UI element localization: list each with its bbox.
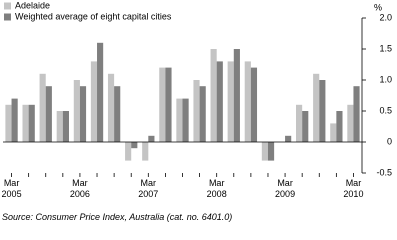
y-tick-label: 1.0 <box>379 74 392 84</box>
bar <box>244 61 251 142</box>
bar <box>302 111 309 142</box>
y-tick-label: 0 <box>387 136 392 146</box>
bar <box>250 67 258 142</box>
bar <box>285 135 292 142</box>
x-tick-label: Mar 2010 <box>343 178 364 199</box>
bar <box>142 142 149 161</box>
x-tick-label: Mar 2008 <box>206 178 227 199</box>
bar <box>216 61 223 142</box>
bar <box>353 86 360 142</box>
x-tick-label: Mar 2007 <box>138 178 159 199</box>
x-tick-label: Mar 2009 <box>275 178 296 199</box>
bar <box>5 104 12 142</box>
bar <box>176 98 183 142</box>
legend-swatch <box>4 2 11 10</box>
y-unit: % <box>374 2 382 12</box>
bar <box>296 104 303 142</box>
bar <box>313 73 320 142</box>
bar <box>330 123 337 142</box>
bar <box>79 86 87 142</box>
bar <box>233 49 240 142</box>
footnote: Source: Consumer Price Index, Australia … <box>2 212 233 222</box>
bar <box>131 142 138 149</box>
bar <box>347 104 354 142</box>
bar <box>39 73 46 142</box>
bar <box>97 42 104 142</box>
bar <box>319 80 326 142</box>
bar <box>114 86 121 142</box>
bar <box>45 86 52 142</box>
bar <box>336 111 343 142</box>
bar <box>261 142 268 161</box>
bar <box>28 104 35 142</box>
bar <box>73 80 80 142</box>
bar <box>182 98 189 142</box>
legend-label: Adelaide <box>15 0 50 10</box>
bar <box>90 61 98 142</box>
y-tick-label: 1.5 <box>379 43 392 53</box>
bar <box>199 86 206 142</box>
bar <box>227 61 234 142</box>
bar <box>56 111 63 142</box>
bar <box>148 135 155 142</box>
bar <box>11 98 18 142</box>
y-tick-label: 0.5 <box>379 105 392 115</box>
bar <box>159 67 166 142</box>
legend-label: Weighted average of eight capital cities <box>15 11 172 21</box>
bar <box>193 80 200 142</box>
bar <box>267 142 275 161</box>
bar <box>165 67 172 142</box>
legend-swatch <box>4 13 11 21</box>
bar <box>62 111 69 142</box>
bar <box>22 104 29 142</box>
chart: -0.5 0 0.5 1.0 1.5 2.0% Adelaide Weighted avera… <box>1 0 392 222</box>
bar <box>125 142 132 161</box>
bar <box>210 49 217 142</box>
y-tick-label: -0.5 <box>376 167 392 177</box>
bar <box>107 73 115 142</box>
x-tick-label: Mar 2006 <box>69 178 90 199</box>
y-tick-label: 2.0 <box>379 12 392 22</box>
x-tick-label: Mar 2005 <box>1 178 22 199</box>
